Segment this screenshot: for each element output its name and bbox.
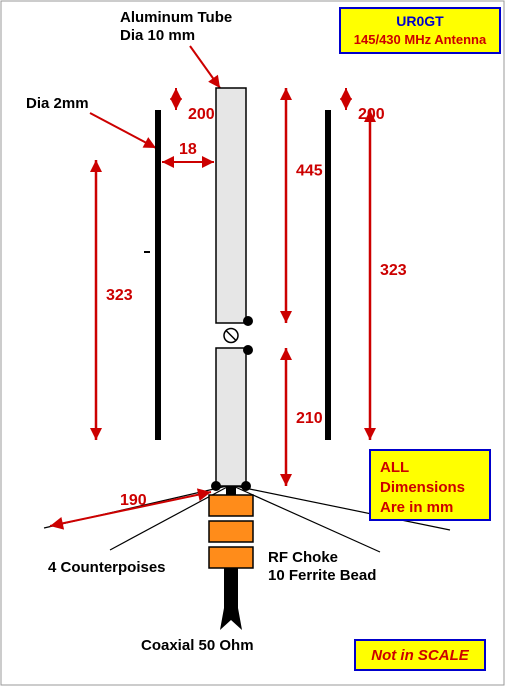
conn-dot [211, 481, 221, 491]
link [226, 486, 236, 495]
dim-200-left: 200 [188, 106, 215, 123]
arrowhead [90, 160, 102, 172]
label-rfchoke-2: 10 Ferrite Bead [268, 567, 376, 584]
ferrite-bead [209, 521, 253, 542]
arrowhead [280, 348, 292, 360]
arrowhead [90, 428, 102, 440]
tube-lower [216, 348, 246, 486]
arrowhead [162, 156, 174, 168]
dim-210: 210 [296, 410, 323, 427]
note-line: ALL [380, 459, 409, 476]
dim-18: 18 [179, 141, 197, 158]
arrowhead [208, 75, 220, 88]
conn-dot [241, 481, 251, 491]
dim-323-left: 323 [106, 287, 133, 304]
note-line: Dimensions [380, 479, 465, 496]
arrowhead [340, 98, 352, 110]
label-counterpoises: 4 Counterpoises [48, 559, 166, 576]
arrowhead [202, 156, 214, 168]
label-dia2: Dia 2mm [26, 95, 89, 112]
ferrite-bead [209, 495, 253, 516]
scale-text: Not in SCALE [371, 647, 469, 664]
dim-323-right: 323 [380, 262, 407, 279]
feed-dot [243, 316, 253, 326]
dim-445: 445 [296, 163, 323, 180]
coax [224, 568, 238, 608]
title-desc: 145/430 MHz Antenna [354, 32, 487, 47]
tube-upper [216, 88, 246, 323]
label-coax: Coaxial 50 Ohm [141, 637, 254, 654]
arrowhead [170, 98, 182, 110]
arrowhead [280, 311, 292, 323]
arrowhead [364, 428, 376, 440]
ferrite-bead [209, 547, 253, 568]
label-al-tube-1: Aluminum Tube [120, 9, 232, 26]
dim-190: 190 [120, 492, 147, 509]
feed-dot [243, 345, 253, 355]
title-callsign: UR0GT [396, 13, 444, 29]
label-rfchoke-1: RF Choke [268, 549, 338, 566]
counterpoise [233, 486, 380, 552]
coax-tail [220, 608, 242, 630]
arrowhead [280, 474, 292, 486]
arrowhead [50, 517, 64, 530]
note-line: Are in mm [380, 499, 453, 516]
arrowhead [280, 88, 292, 100]
dim-200-right: 200 [358, 106, 385, 123]
label-al-tube-2: Dia 10 mm [120, 27, 195, 44]
